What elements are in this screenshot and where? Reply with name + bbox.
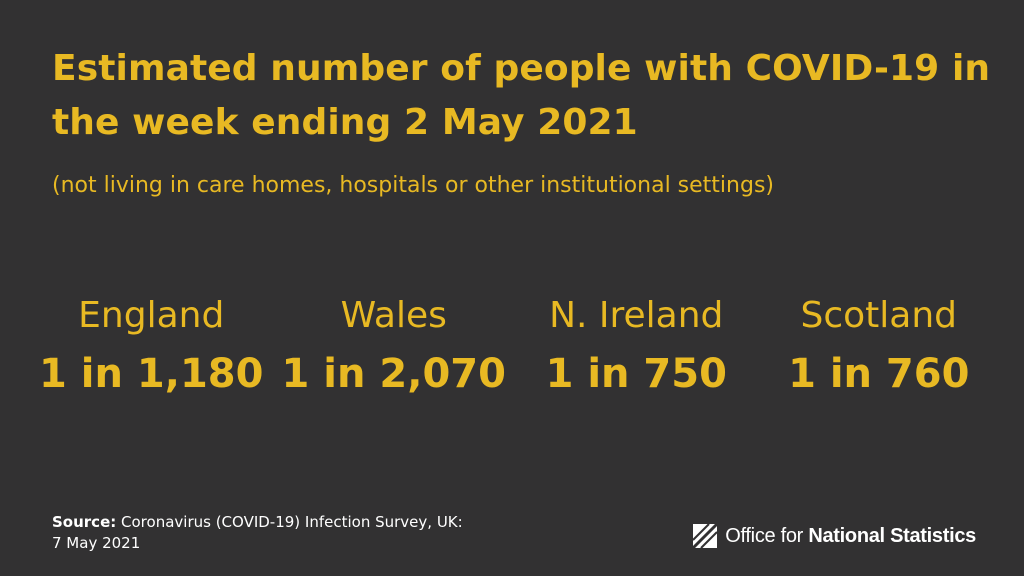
stat-england: England 1 in 1,180 — [30, 288, 273, 404]
nation-name: England — [78, 295, 225, 336]
stat-northern-ireland: N. Ireland 1 in 750 — [515, 288, 758, 404]
logo-text-bold: National Statistics — [808, 524, 976, 547]
nation-name: N. Ireland — [549, 295, 724, 336]
stat-wales: Wales 1 in 2,070 — [273, 288, 516, 404]
nation-rate: 1 in 2,070 — [281, 351, 506, 397]
nation-rate: 1 in 760 — [788, 351, 970, 397]
subheadline: (not living in care homes, hospitals or … — [52, 173, 774, 198]
ons-logo-icon — [692, 522, 719, 550]
source-text: Coronavirus (COVID-19) Infection Survey,… — [121, 513, 463, 531]
nation-name: Scotland — [800, 295, 957, 336]
nation-rate: 1 in 750 — [545, 351, 727, 397]
headline: Estimated number of people with COVID-19… — [52, 48, 991, 143]
ons-logo: Office for National Statistics — [691, 522, 976, 550]
source-date: 7 May 2021 — [52, 534, 141, 552]
stat-scotland: Scotland 1 in 760 — [758, 288, 1001, 404]
source-note: Source: Coronavirus (COVID-19) Infection… — [52, 512, 512, 554]
nation-stats: England 1 in 1,180 Wales 1 in 2,070 N. I… — [30, 288, 1000, 404]
logo-text-regular: Office for — [725, 524, 804, 547]
ons-logo-text: Office for National Statistics — [725, 525, 976, 548]
source-label: Source: — [52, 513, 117, 531]
nation-rate: 1 in 1,180 — [39, 351, 264, 397]
nation-name: Wales — [340, 295, 447, 336]
